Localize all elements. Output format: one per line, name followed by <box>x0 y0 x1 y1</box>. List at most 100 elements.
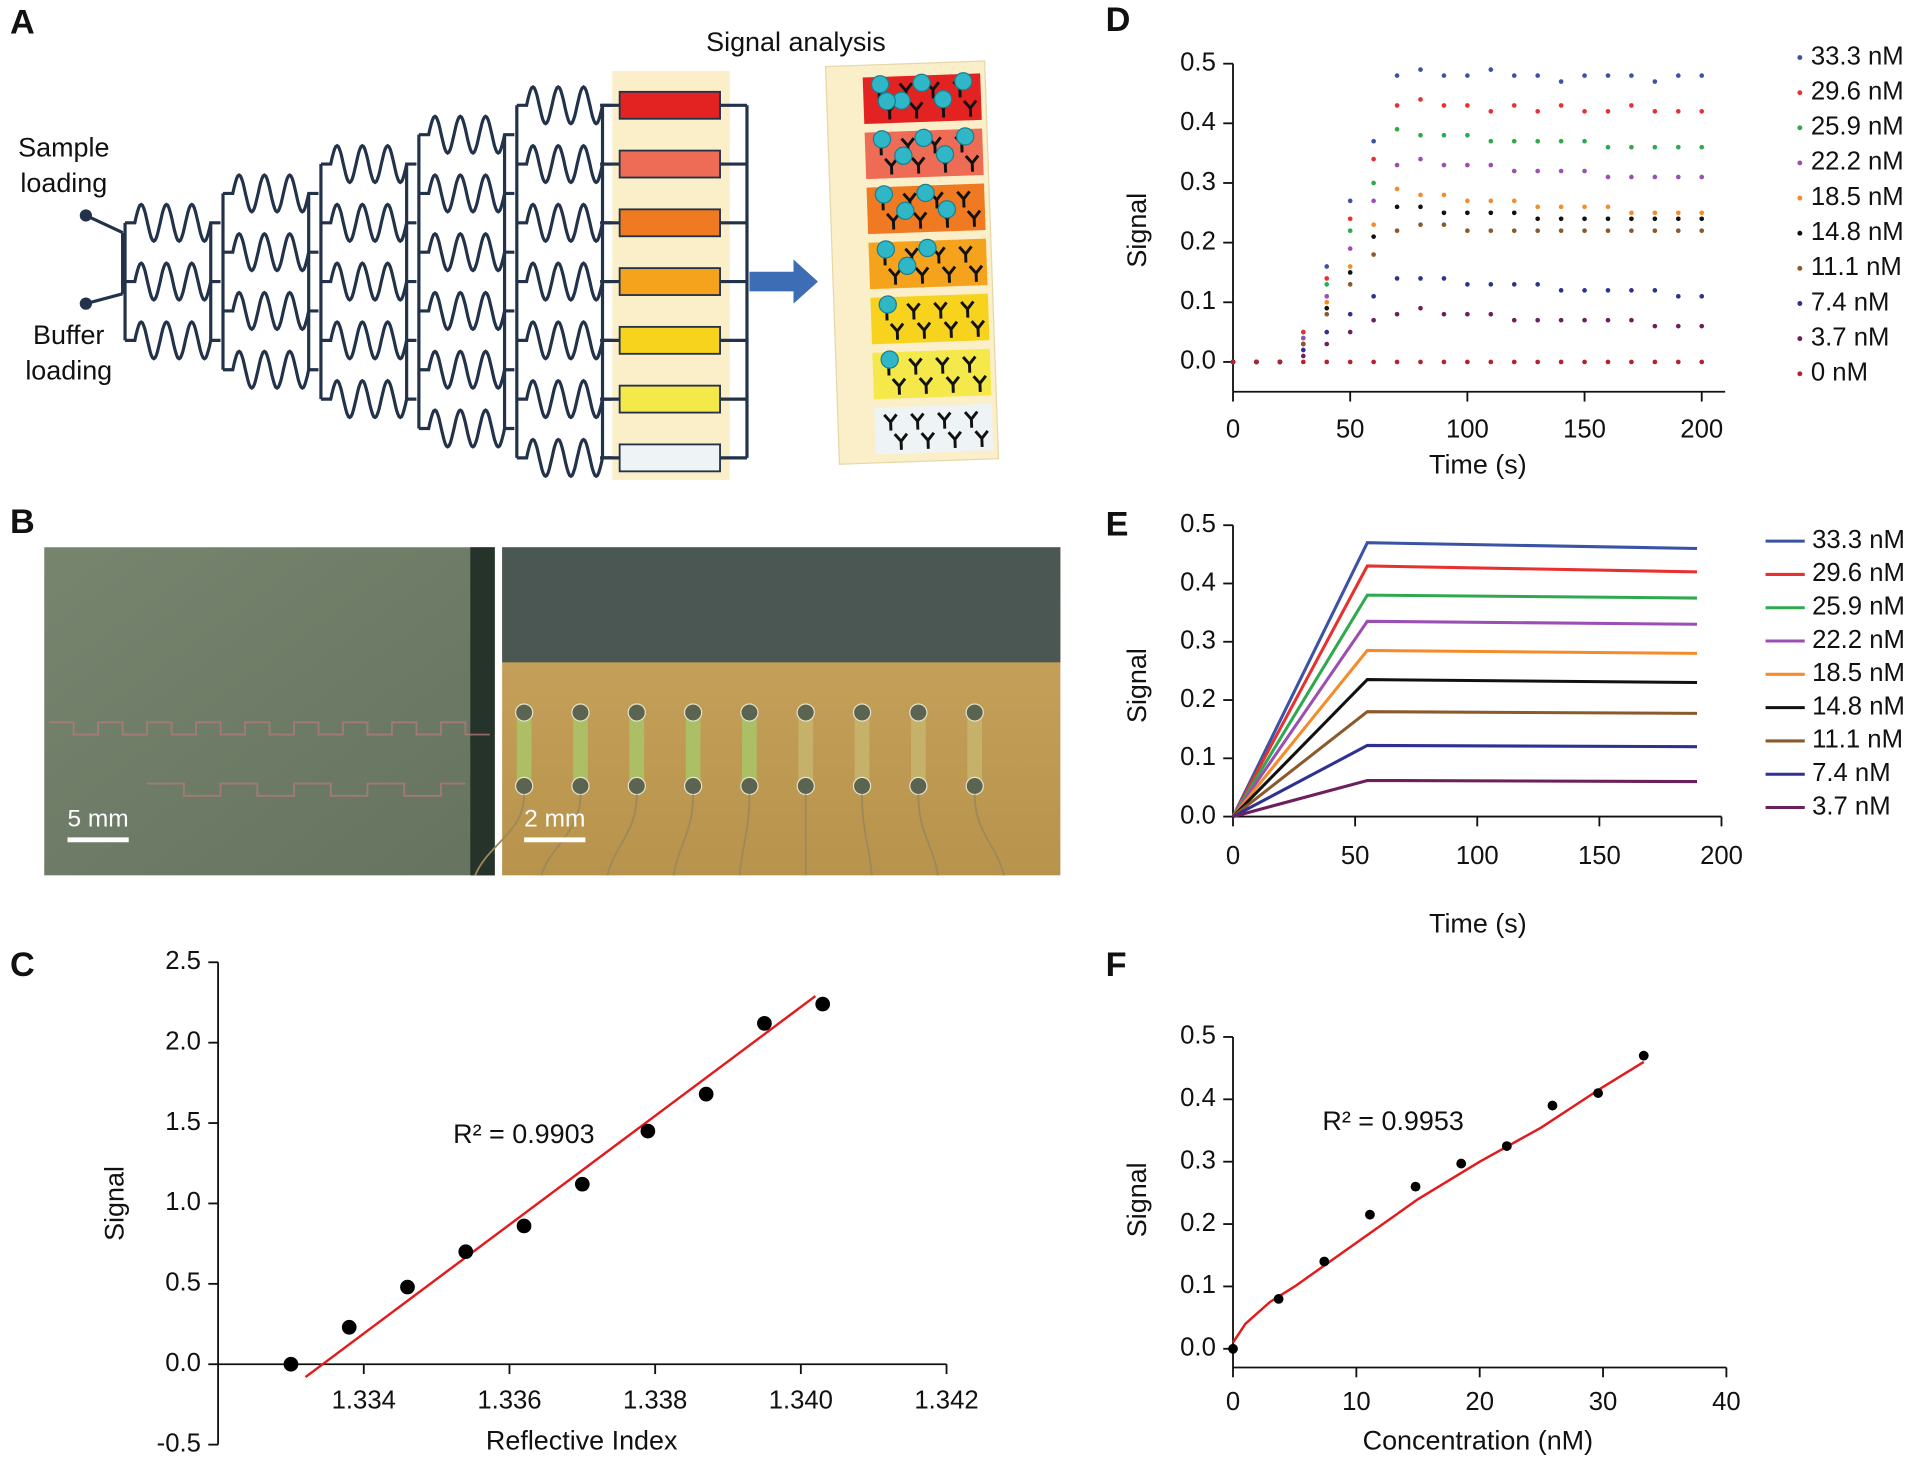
data-point <box>1300 347 1306 353</box>
chip-strip <box>868 238 988 290</box>
data-point <box>1652 79 1658 84</box>
x-tick-label: 1.336 <box>477 1387 541 1415</box>
data-point <box>1699 216 1705 222</box>
data-point <box>1371 138 1376 144</box>
data-point <box>1319 1256 1330 1267</box>
serpentine-channel <box>516 378 613 420</box>
antibody-icon <box>884 157 899 175</box>
port <box>571 703 590 722</box>
antibody-icon <box>947 430 962 448</box>
microfluidic-diagram: Sample loading Buffer loading Signal ana… <box>18 27 1000 480</box>
y-tick-label: 0.4 <box>1180 108 1216 136</box>
data-point <box>1535 204 1541 210</box>
data-point <box>1300 359 1306 365</box>
channel-connector <box>121 232 126 294</box>
data-point <box>1488 210 1494 216</box>
panel-label: B <box>10 503 35 541</box>
y-tick-label: 0.3 <box>1180 627 1216 655</box>
data-point <box>1675 216 1681 222</box>
data-point <box>1371 222 1376 228</box>
data-point <box>757 1016 772 1031</box>
serpentine-channel <box>418 173 515 214</box>
data-point <box>1488 311 1494 317</box>
data-point <box>1488 228 1494 234</box>
antibody-icon <box>914 266 930 284</box>
data-point <box>1535 282 1541 287</box>
y-tick-label: 0.0 <box>1180 801 1216 829</box>
data-point <box>1652 359 1658 365</box>
data-point <box>1418 204 1423 210</box>
legend-label: 18.5 nM <box>1811 183 1904 211</box>
data-point <box>1699 359 1705 365</box>
analyte-bead <box>956 127 975 146</box>
antibody-icon <box>968 264 984 282</box>
x-tick-label: 1.342 <box>914 1387 978 1415</box>
port <box>514 703 534 722</box>
data-point <box>1465 132 1470 138</box>
y-tick-label: 0.0 <box>1180 1334 1216 1362</box>
data-point <box>1699 228 1705 234</box>
chip-strip <box>866 183 986 235</box>
legend-marker <box>1797 336 1803 342</box>
inlet-channel <box>85 214 124 306</box>
data-point <box>1394 276 1400 281</box>
antibody-icon <box>918 376 934 394</box>
analyte-bead <box>880 350 899 369</box>
series-line <box>1231 648 1698 818</box>
sensor-strip <box>629 716 645 784</box>
arrow <box>749 259 818 304</box>
legend-label: 3.7 nM <box>1812 792 1891 820</box>
serpentine-channel <box>125 261 221 302</box>
data-point <box>1547 1100 1558 1111</box>
antibody-icon <box>964 154 980 172</box>
analyte-bead <box>870 75 890 94</box>
series-line <box>1231 619 1698 818</box>
data-point <box>1511 359 1517 365</box>
data-point <box>1371 359 1376 365</box>
data-point <box>1488 138 1494 144</box>
y-tick-label: 2.0 <box>165 1027 201 1055</box>
antibody-icon <box>889 322 905 340</box>
fit-line <box>304 995 817 1379</box>
serpentine-channel <box>320 320 417 361</box>
serpentine-channel <box>418 231 515 273</box>
legend-marker <box>1797 371 1803 377</box>
legend-label: 22.2 nM <box>1812 626 1905 654</box>
analyte-bead <box>874 185 894 204</box>
port <box>909 776 928 796</box>
sensor-pad <box>618 267 721 296</box>
data-point <box>1394 162 1400 168</box>
chip <box>824 60 1000 465</box>
y-tick-label: 0.2 <box>1180 1209 1216 1237</box>
port <box>909 703 928 722</box>
data-point <box>1535 73 1541 78</box>
analyte-bead <box>916 183 935 203</box>
legend-marker <box>1797 125 1803 131</box>
data-point <box>1465 73 1470 78</box>
data-point <box>1511 317 1517 323</box>
channel-trace <box>606 794 638 876</box>
data-point <box>1535 359 1541 365</box>
y-tick-label: 0.2 <box>1180 227 1216 255</box>
port <box>683 703 703 722</box>
antibody-icon <box>937 411 952 429</box>
data-point <box>1511 210 1517 216</box>
data-point <box>1441 359 1447 365</box>
port <box>740 776 759 796</box>
data-point <box>1410 1181 1421 1192</box>
analyte-bead <box>912 73 931 92</box>
data-point <box>1511 73 1517 78</box>
sensor-strip <box>573 716 588 784</box>
data-point <box>1456 1158 1467 1169</box>
antibody-icon <box>908 357 923 375</box>
legend-label: 0 nM <box>1811 359 1868 387</box>
x-tick-label: 50 <box>1341 842 1370 870</box>
legend-marker <box>1797 230 1803 236</box>
legend-marker <box>1797 301 1803 306</box>
data-point <box>1465 198 1470 204</box>
data-point <box>1394 359 1400 365</box>
legend-marker <box>1797 160 1803 166</box>
data-point <box>1347 329 1353 335</box>
data-point <box>1347 311 1353 317</box>
serpentine-channel <box>320 143 417 185</box>
